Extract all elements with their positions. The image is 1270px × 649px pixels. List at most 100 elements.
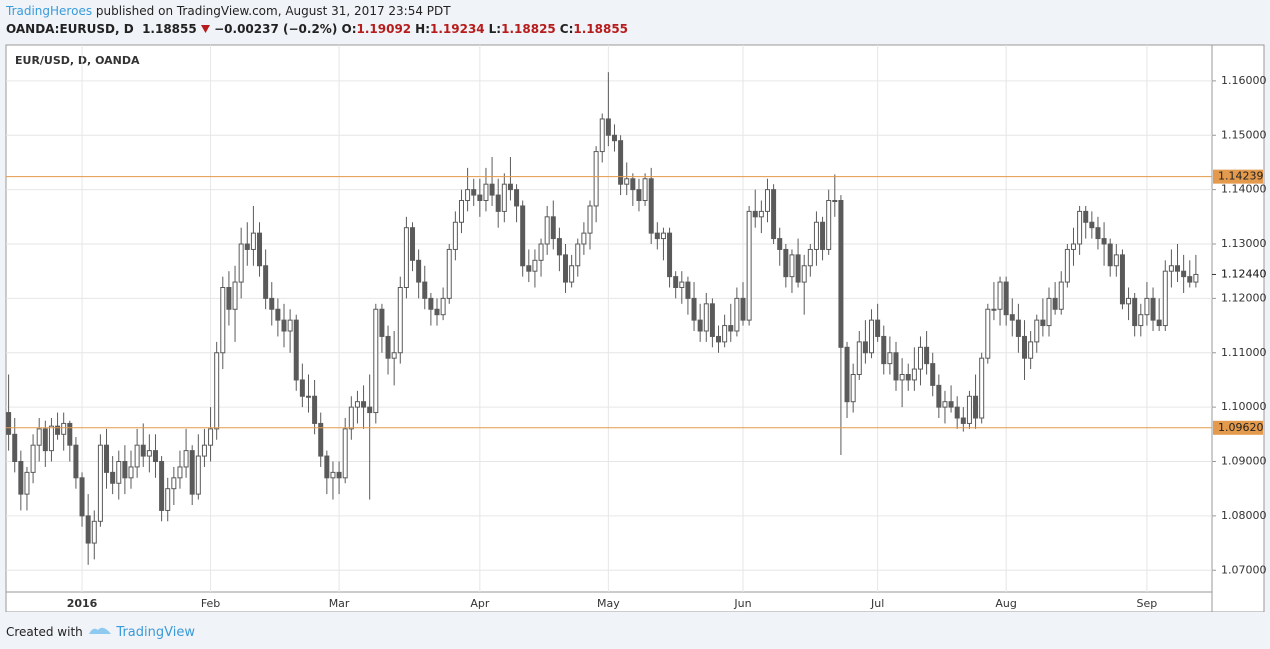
ohlc-label: C: bbox=[559, 22, 574, 36]
candle-body bbox=[385, 335, 391, 359]
candle-body bbox=[318, 422, 324, 457]
candle-body bbox=[507, 183, 513, 191]
candle-body bbox=[1077, 210, 1083, 245]
candle-body bbox=[293, 319, 299, 381]
candle-body bbox=[728, 325, 734, 332]
candle-body bbox=[146, 450, 152, 457]
candle-body bbox=[30, 444, 36, 473]
candle-body bbox=[6, 412, 12, 435]
candle-body bbox=[471, 189, 477, 196]
candle-body bbox=[336, 471, 342, 479]
candle-body bbox=[1034, 319, 1040, 343]
logo bbox=[88, 627, 111, 634]
candle-body bbox=[514, 189, 520, 207]
candle-body bbox=[422, 281, 428, 299]
candle-body bbox=[722, 325, 728, 343]
ohlc: O:1.19092 H:1.19234 L:1.18825 C:1.18855 bbox=[342, 22, 633, 36]
candle-body bbox=[281, 319, 287, 332]
candle-body bbox=[771, 189, 777, 240]
candle-body bbox=[416, 259, 422, 283]
candle-body bbox=[214, 352, 220, 430]
candle-body bbox=[532, 259, 538, 272]
candle-body bbox=[122, 461, 128, 479]
chart: EUR/USD, D, OANDA 1.07000 1.08000 1.09000 1… bbox=[5, 44, 1267, 612]
candle-body bbox=[67, 422, 73, 446]
candle-body bbox=[238, 243, 244, 283]
published: published on TradingView.com, August 31,… bbox=[95, 4, 451, 18]
candle-body bbox=[201, 444, 207, 457]
candle-body bbox=[434, 308, 440, 316]
candle-body bbox=[667, 232, 673, 278]
candle-body bbox=[948, 401, 954, 408]
candle-body bbox=[1083, 210, 1089, 223]
candle-body bbox=[856, 341, 862, 376]
candle-body bbox=[556, 238, 562, 256]
candle-body bbox=[1003, 281, 1009, 316]
candle-body bbox=[1064, 248, 1070, 283]
candle-body bbox=[520, 205, 526, 267]
chart-title: EUR/USD, D, OANDA bbox=[15, 54, 140, 67]
candle-body bbox=[673, 276, 679, 289]
y-tick-label: 1.16000 bbox=[1221, 74, 1267, 87]
candle-body bbox=[875, 319, 881, 337]
candle-body bbox=[446, 248, 452, 299]
candle-body bbox=[887, 352, 893, 365]
candle-body bbox=[428, 297, 434, 310]
candle-body bbox=[48, 425, 54, 452]
candle-body bbox=[410, 227, 416, 261]
y-tick-label: 1.13000 bbox=[1221, 237, 1267, 250]
candle-body bbox=[752, 210, 758, 218]
candle-body bbox=[483, 183, 489, 202]
candle-body bbox=[1144, 297, 1150, 316]
candle-body bbox=[777, 238, 783, 250]
candle-body bbox=[477, 194, 483, 202]
ohlc-label: O: bbox=[341, 22, 357, 36]
candle-body bbox=[1156, 319, 1162, 327]
candle-body bbox=[1015, 319, 1021, 337]
author[interactable]: TradingHeroes bbox=[6, 4, 93, 18]
candle-body bbox=[642, 178, 648, 202]
candle-body bbox=[734, 297, 740, 332]
candle-body bbox=[1009, 314, 1015, 321]
candle-body bbox=[1101, 238, 1107, 245]
level-tag bbox=[1213, 169, 1263, 184]
y-tick-label: 1.11000 bbox=[1221, 346, 1267, 359]
level-tag bbox=[1213, 420, 1263, 435]
candle-body bbox=[226, 287, 232, 310]
candle-body bbox=[305, 395, 311, 398]
candle-body bbox=[361, 401, 367, 408]
candle-body bbox=[593, 151, 599, 207]
brand[interactable]: TradingView bbox=[116, 625, 195, 640]
candle-body bbox=[1150, 297, 1156, 321]
x-tick-label: Apr bbox=[470, 597, 490, 610]
change: −0.00237 (−0.2%) bbox=[214, 22, 338, 36]
candle-body bbox=[624, 178, 630, 185]
candle-body bbox=[697, 319, 703, 332]
candle-body bbox=[924, 346, 930, 365]
candle-body bbox=[611, 134, 617, 142]
y-tick-label: 1.15000 bbox=[1221, 128, 1267, 141]
candle-body bbox=[581, 232, 587, 245]
candle-body bbox=[1168, 265, 1174, 272]
candle-body bbox=[165, 488, 171, 511]
candle-body bbox=[746, 210, 752, 321]
ohlc-label: H: bbox=[415, 22, 430, 36]
y-tick-label: 1.07000 bbox=[1221, 563, 1267, 576]
candle-body bbox=[348, 406, 354, 430]
candle-body bbox=[869, 319, 875, 354]
candle-body bbox=[850, 374, 856, 403]
candle-body bbox=[764, 189, 770, 212]
candle-body bbox=[654, 232, 660, 240]
candle-body bbox=[367, 406, 373, 414]
candle-body bbox=[232, 281, 238, 310]
candle-body bbox=[618, 140, 624, 185]
symbol: OANDA:EURUSD, D bbox=[6, 22, 134, 36]
symbol-line: OANDA:EURUSD, D 1.18855 −0.00237 (−0.2%)… bbox=[6, 22, 632, 36]
candle-body bbox=[458, 200, 464, 223]
candle-body bbox=[55, 425, 61, 435]
candle-body bbox=[587, 205, 593, 234]
candle-body bbox=[177, 466, 183, 479]
candle-body bbox=[171, 477, 177, 490]
candle-body bbox=[1113, 254, 1119, 267]
